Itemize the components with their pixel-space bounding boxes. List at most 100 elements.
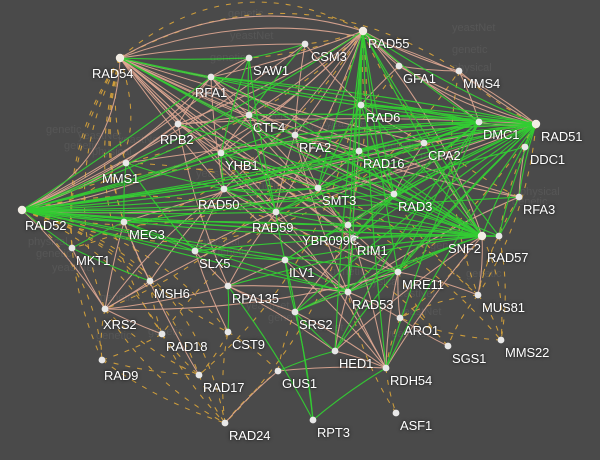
- edge-yeastnet[interactable]: [277, 350, 336, 372]
- graph-node[interactable]: [357, 101, 365, 109]
- edge-yeastnet[interactable]: [358, 150, 483, 237]
- edge-yeastnet[interactable]: [21, 193, 395, 211]
- graph-node[interactable]: [382, 364, 390, 372]
- edge-yeastnet[interactable]: [352, 121, 480, 239]
- edge-yeastnet[interactable]: [362, 30, 387, 369]
- edge-genetic[interactable]: [149, 280, 229, 333]
- graph-node[interactable]: [395, 62, 403, 70]
- edge-yeastnet[interactable]: [284, 259, 349, 293]
- graph-node[interactable]: [344, 288, 352, 296]
- edge-genetic[interactable]: [161, 333, 226, 424]
- edge-yeastnet[interactable]: [498, 123, 537, 237]
- edge-genetic[interactable]: [224, 30, 367, 424]
- edge-genetic[interactable]: [385, 317, 401, 369]
- edge-yeastnet[interactable]: [123, 220, 483, 237]
- edge-physical[interactable]: [194, 188, 225, 252]
- edge-physical[interactable]: [362, 30, 460, 72]
- edge-physical[interactable]: [398, 65, 537, 125]
- edge-yeastnet[interactable]: [210, 76, 537, 125]
- edge-genetic[interactable]: [21, 168, 479, 296]
- edge-yeastnet[interactable]: [294, 291, 349, 313]
- edge-yeastnet[interactable]: [220, 57, 250, 154]
- edge-genetic[interactable]: [477, 196, 520, 296]
- edge-yeastnet[interactable]: [294, 311, 336, 352]
- edge-yeastnet[interactable]: [334, 121, 480, 352]
- edge-physical[interactable]: [248, 114, 319, 189]
- edge-yeastnet[interactable]: [284, 259, 296, 313]
- edge-yeastnet[interactable]: [21, 30, 364, 211]
- edge-genetic[interactable]: [477, 123, 537, 296]
- graph-node[interactable]: [355, 147, 363, 155]
- graph-node[interactable]: [309, 416, 317, 424]
- edge-physical[interactable]: [334, 235, 483, 352]
- edge-physical[interactable]: [119, 15, 364, 59]
- edge-genetic[interactable]: [450, 70, 479, 296]
- graph-node[interactable]: [245, 111, 253, 119]
- edge-yeastnet[interactable]: [248, 43, 306, 116]
- edge-yeastnet[interactable]: [220, 121, 480, 154]
- edge-genetic[interactable]: [227, 331, 279, 372]
- edge-yeastnet[interactable]: [360, 104, 537, 125]
- edge-physical[interactable]: [119, 57, 349, 293]
- edge-physical[interactable]: [294, 237, 354, 313]
- edge-yeastnet[interactable]: [21, 188, 225, 211]
- graph-node[interactable]: [349, 234, 357, 242]
- graph-node[interactable]: [217, 149, 225, 157]
- edge-genetic[interactable]: [347, 291, 397, 414]
- graph-node[interactable]: [224, 328, 232, 336]
- edge-yeastnet[interactable]: [248, 114, 277, 213]
- edge-yeastnet[interactable]: [227, 285, 230, 333]
- edge-physical[interactable]: [347, 291, 387, 369]
- edge-yeastnet[interactable]: [125, 162, 196, 252]
- edge-genetic[interactable]: [21, 209, 200, 376]
- graph-node[interactable]: [474, 291, 482, 299]
- edge-genetic[interactable]: [361, 30, 479, 296]
- edge-physical[interactable]: [220, 114, 250, 154]
- edge-yeastnet[interactable]: [248, 43, 306, 59]
- graph-node[interactable]: [174, 120, 182, 128]
- edge-yeastnet[interactable]: [352, 123, 537, 239]
- edge-yeastnet[interactable]: [518, 123, 537, 198]
- graph-node[interactable]: [392, 409, 400, 417]
- graph-node[interactable]: [68, 244, 76, 252]
- edge-yeastnet[interactable]: [317, 187, 349, 226]
- edge-genetic[interactable]: [104, 308, 226, 424]
- edge-yeastnet[interactable]: [317, 30, 364, 189]
- edge-yeastnet[interactable]: [248, 57, 277, 213]
- edge-physical[interactable]: [104, 123, 537, 310]
- edge-physical[interactable]: [104, 221, 125, 310]
- edge-physical[interactable]: [177, 123, 222, 154]
- graph-node[interactable]: [314, 184, 322, 192]
- edge-genetic[interactable]: [104, 308, 200, 376]
- edge-yeastnet[interactable]: [247, 57, 250, 116]
- graph-node[interactable]: [291, 131, 299, 139]
- edge-physical[interactable]: [393, 142, 425, 195]
- edge-yeastnet[interactable]: [21, 209, 196, 252]
- graph-node[interactable]: [331, 347, 339, 355]
- edge-yeastnet[interactable]: [227, 285, 314, 421]
- graph-node[interactable]: [390, 190, 398, 198]
- graph-node[interactable]: [497, 336, 505, 344]
- graph-node[interactable]: [515, 193, 523, 201]
- edge-yeastnet[interactable]: [362, 30, 480, 123]
- edge-yeastnet[interactable]: [397, 121, 480, 273]
- graph-node[interactable]: [120, 218, 128, 226]
- graph-node[interactable]: [274, 367, 282, 375]
- edge-yeastnet[interactable]: [21, 152, 222, 211]
- edge-physical[interactable]: [210, 76, 225, 190]
- edge-yeastnet[interactable]: [194, 235, 483, 252]
- graph-node[interactable]: [344, 221, 352, 229]
- edge-genetic[interactable]: [149, 280, 163, 335]
- edge-genetic[interactable]: [399, 235, 483, 319]
- graph-node[interactable]: [146, 277, 154, 285]
- edge-yeastnet[interactable]: [275, 121, 480, 213]
- edge-physical[interactable]: [360, 65, 400, 106]
- edge-genetic[interactable]: [198, 331, 229, 376]
- edge-physical[interactable]: [284, 259, 387, 369]
- graph-node[interactable]: [521, 143, 529, 151]
- graph-node[interactable]: [291, 308, 299, 316]
- edge-yeastnet[interactable]: [21, 196, 520, 212]
- edge-yeastnet[interactable]: [21, 209, 125, 223]
- edge-physical[interactable]: [194, 250, 229, 333]
- edge-yeastnet[interactable]: [347, 30, 364, 293]
